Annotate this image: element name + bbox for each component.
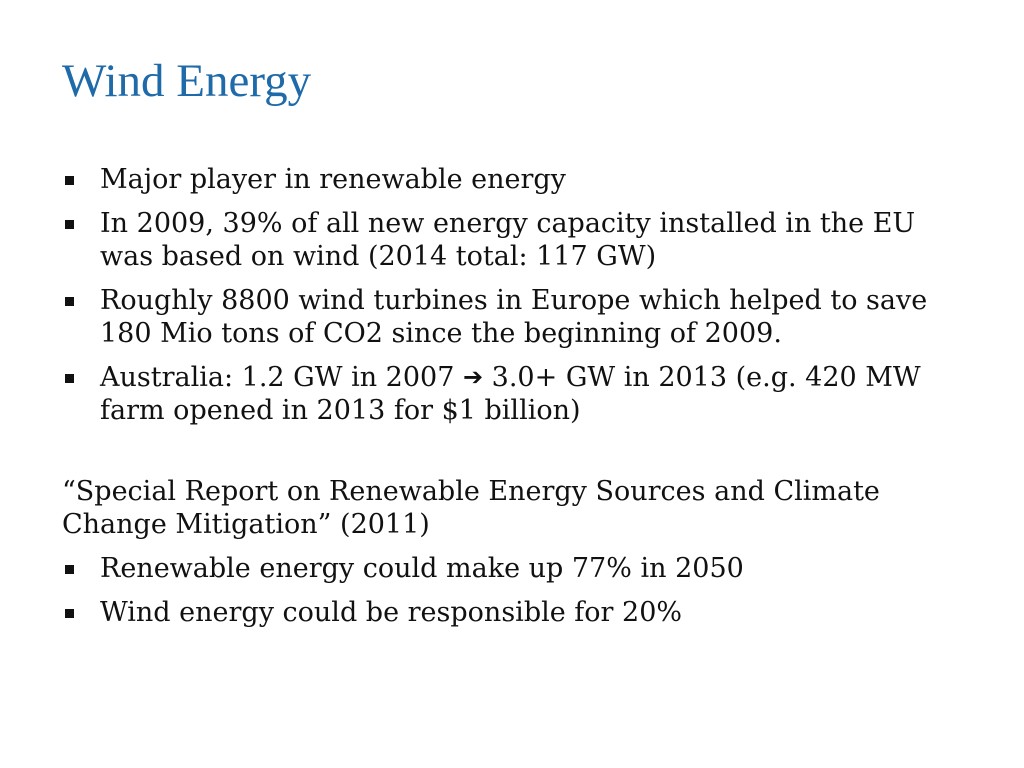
square-bullet-icon — [65, 176, 74, 185]
bullet-list-main: Major player in renewable energy In 2009… — [62, 163, 962, 427]
report-heading: “Special Report on Renewable Energy Sour… — [62, 476, 880, 540]
square-bullet-icon — [65, 609, 74, 618]
slide-title: Wind Energy — [62, 55, 312, 107]
arrow-right-icon: ➔ — [462, 363, 484, 391]
square-bullet-icon — [65, 220, 74, 229]
bullet-item: Renewable energy could make up 77% in 20… — [62, 552, 962, 585]
bullet-text: In 2009, 39% of all new energy capacity … — [100, 208, 916, 272]
square-bullet-icon — [65, 565, 74, 574]
bullet-item: Major player in renewable energy — [62, 163, 962, 196]
bullet-text: Renewable energy could make up 77% in 20… — [100, 553, 744, 584]
bullet-list-report: Renewable energy could make up 77% in 20… — [62, 552, 962, 629]
square-bullet-icon — [65, 374, 74, 383]
bullet-text: Wind energy could be responsible for 20% — [100, 597, 683, 628]
bullet-item: In 2009, 39% of all new energy capacity … — [62, 207, 962, 273]
bullet-item: Roughly 8800 wind turbines in Europe whi… — [62, 284, 962, 350]
slide-content: Major player in renewable energy In 2009… — [62, 163, 962, 640]
bullet-text-before: Australia: 1.2 GW in 2007 — [100, 362, 463, 393]
bullet-text: Roughly 8800 wind turbines in Europe whi… — [100, 285, 928, 349]
bullet-item: Wind energy could be responsible for 20% — [62, 596, 962, 629]
bullet-item: Australia: 1.2 GW in 2007 ➔ 3.0+ GW in 2… — [62, 361, 962, 427]
square-bullet-icon — [65, 297, 74, 306]
bullet-text-after: 3.0+ GW in 2013 (e.g. 420 MW farm opened… — [100, 362, 921, 426]
bullet-text: Major player in renewable energy — [100, 164, 566, 195]
